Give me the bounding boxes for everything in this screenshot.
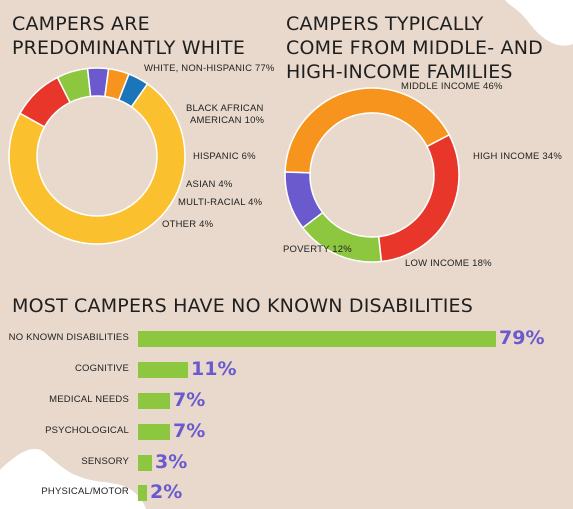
bar-category-label: NO KNOWN DISABILITIES — [8, 332, 129, 343]
race-slice-label-4: MULTI-RACIAL 4% — [178, 197, 263, 208]
race-slice-label-5: OTHER 4% — [162, 219, 214, 230]
race-slice-label-1: BLACK AFRICAN AMERICAN 10% — [186, 103, 265, 126]
income-slice-1 — [377, 133, 460, 263]
income-slice-label-1: HIGH INCOME 34% — [473, 151, 562, 162]
income-slice-label-2: LOW INCOME 18% — [405, 258, 492, 269]
bar — [138, 424, 170, 440]
bar-value-label: 7% — [173, 420, 206, 442]
bar-category-label: COGNITIVE — [74, 363, 129, 374]
income-donut-chart: MIDDLE INCOME 46% HIGH INCOME 34% LOW INCO… — [283, 81, 562, 269]
bar-category-label: MEDICAL NEEDS — [49, 394, 129, 405]
income-chart-title-line: CAMPERS TYPICALLY — [286, 13, 484, 35]
income-chart-title-line: HIGH-INCOME FAMILIES — [286, 61, 513, 83]
race-slice-label-2: HISPANIC 6% — [193, 151, 256, 162]
income-slice-label-3: POVERTY 12% — [283, 244, 352, 255]
bar-row: COGNITIVE 11% — [0, 358, 573, 380]
background-shape-bottom-left — [0, 448, 146, 509]
bar-row: PHYSICAL/MOTOR 2% — [0, 481, 573, 503]
bar-row: PSYCHOLOGICAL 7% — [0, 420, 573, 442]
income-slice-3 — [284, 171, 324, 229]
bar-row: NO KNOWN DISABILITIES 79% — [0, 327, 573, 349]
race-chart-title-line: CAMPERS ARE — [12, 13, 150, 35]
bar — [138, 455, 152, 471]
bar — [138, 393, 170, 409]
bar-value-label: 7% — [173, 389, 206, 411]
race-slice-label-0: WHITE, NON-HISPANIC 77% — [144, 63, 275, 74]
race-chart-title: CAMPERS ARE PREDOMINANTLY WHITE — [12, 12, 245, 60]
bar-value-label: 79% — [499, 327, 545, 349]
race-slice-5 — [117, 73, 149, 108]
income-slice-label-0: MIDDLE INCOME 46% — [401, 81, 503, 92]
race-slice-0 — [8, 82, 186, 245]
disability-chart-title: MOST CAMPERS HAVE NO KNOWN DISABILITIES — [12, 295, 474, 317]
income-slice-0 — [284, 87, 451, 174]
bar-category-label: PSYCHOLOGICAL — [45, 425, 129, 436]
bar — [138, 485, 147, 501]
income-chart-title-line: COME FROM MIDDLE- AND — [286, 37, 543, 59]
background-shape-top-right — [505, 0, 573, 46]
bar-category-label: PHYSICAL/MOTOR — [41, 486, 129, 497]
bar — [138, 331, 496, 347]
bar-value-label: 11% — [191, 358, 237, 380]
bar-value-label: 3% — [155, 451, 188, 473]
race-donut-chart: WHITE, NON-HISPANIC 77% BLACK AFRICAN AMER… — [8, 63, 275, 245]
bar-value-label: 2% — [150, 481, 183, 503]
bar-row: MEDICAL NEEDS 7% — [0, 389, 573, 411]
bar — [138, 362, 188, 378]
race-chart-title-line: PREDOMINANTLY WHITE — [12, 37, 246, 59]
income-chart-title: CAMPERS TYPICALLY COME FROM MIDDLE- AND … — [286, 12, 543, 84]
race-slice-label-3: ASIAN 4% — [186, 179, 233, 190]
bar-category-label: SENSORY — [81, 456, 129, 467]
bar-row: SENSORY 3% — [0, 451, 573, 473]
